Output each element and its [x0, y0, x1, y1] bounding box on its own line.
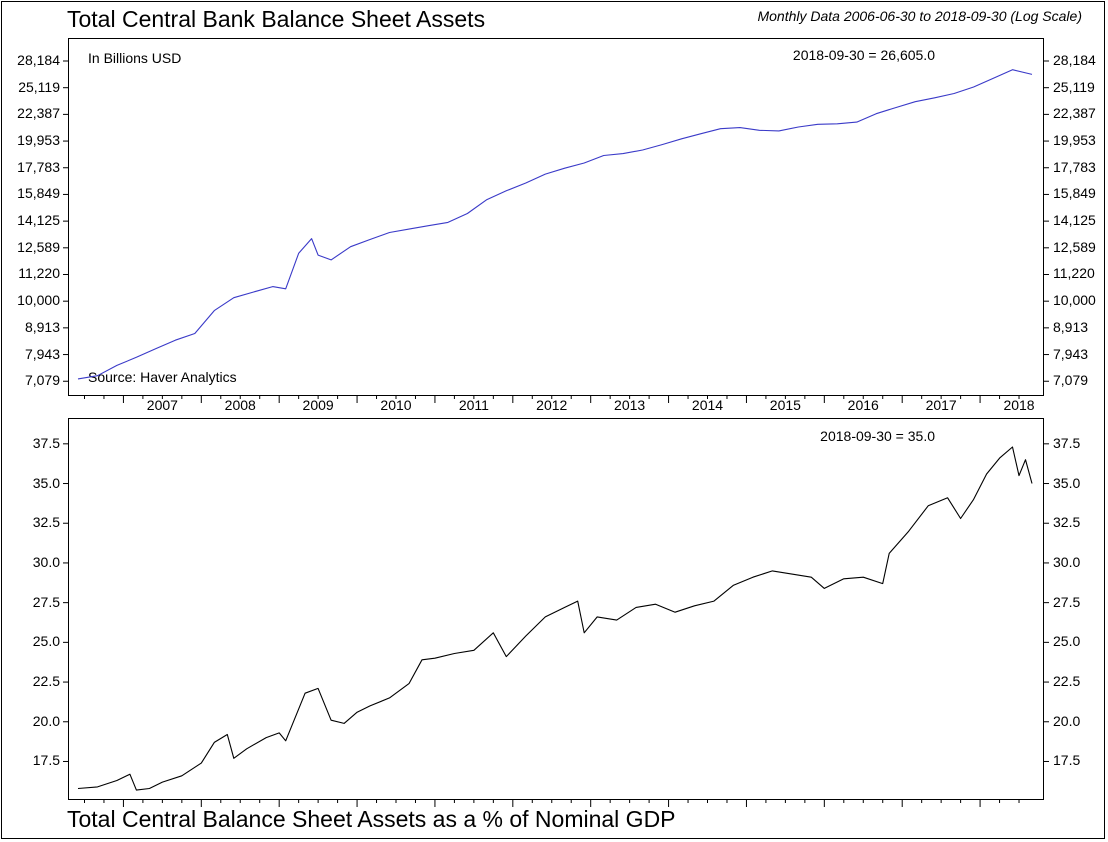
x-tick-label: 2015	[769, 397, 801, 413]
bottom-panel: 2018-09-30 = 35.0	[68, 418, 1044, 800]
y-tick-label: 15,849	[1053, 185, 1096, 202]
y-tick-label: 7,079	[1053, 372, 1089, 389]
x-tick-label: 2012	[536, 397, 568, 413]
last-value-label: 2018-09-30 = 26,605.0	[792, 47, 935, 63]
y-tick-label: 17,783	[1053, 158, 1096, 175]
y-tick-label: 11,220	[18, 265, 60, 282]
y-tick-label: 7,943	[24, 345, 60, 362]
y-tick-label: 28,184	[17, 52, 60, 68]
y-tick-label: 25,119	[1053, 78, 1095, 95]
y-tick-label: 8,913	[24, 318, 60, 335]
y-tick-label: 37.5	[1053, 434, 1081, 451]
series-line	[77, 446, 1033, 791]
y-tick-label: 32.5	[32, 514, 60, 531]
x-tick-label: 2009	[302, 397, 334, 413]
y-tick-label: 11,220	[1053, 265, 1095, 282]
y-tick-label: 25,119	[18, 78, 60, 95]
y-tick-label: 10,000	[1053, 292, 1096, 309]
y-tick-label: 22,387	[17, 105, 60, 122]
y-tick-label: 7,943	[1053, 345, 1089, 362]
x-tick-label: 2018	[1003, 397, 1035, 413]
x-tick-label: 2007	[146, 397, 178, 413]
bottom-chart-title: Total Central Balance Sheet Assets as a …	[67, 806, 676, 832]
x-tick-label: 2013	[614, 397, 646, 413]
x-tick-label: 2008	[224, 397, 256, 413]
source-label: Source: Haver Analytics	[88, 369, 237, 385]
y-tick-label: 30.0	[1053, 553, 1081, 570]
y-tick-label: 14,125	[17, 212, 60, 229]
y-tick-label: 8,913	[1053, 318, 1089, 335]
x-tick-label: 2011	[458, 397, 489, 413]
series-line	[77, 69, 1033, 380]
top-panel: In Billions USD 2018-09-30 = 26,605.0 So…	[68, 38, 1044, 396]
y-tick-label: 12,589	[1053, 238, 1096, 255]
y-tick-label: 27.5	[32, 593, 60, 610]
chart-subtitle: Monthly Data 2006-06-30 to 2018-09-30 (L…	[757, 8, 1082, 24]
x-tick-label: 2016	[847, 397, 879, 413]
y-tick-label: 15,849	[17, 185, 60, 202]
y-tick-label: 30.0	[32, 553, 60, 570]
y-tick-label: 25.0	[32, 633, 60, 650]
y-tick-label: 17.5	[32, 752, 60, 769]
y-tick-label: 19,953	[1053, 132, 1096, 149]
y-tick-label: 17,783	[17, 158, 60, 175]
y-tick-label: 17.5	[1053, 752, 1081, 769]
y-tick-label: 35.0	[1053, 474, 1081, 491]
y-tick-label: 19,953	[17, 132, 60, 149]
y-tick-label: 10,000	[17, 292, 60, 309]
y-tick-label: 25.0	[1053, 633, 1081, 650]
y-tick-label: 22.5	[32, 673, 60, 690]
chart-title: Total Central Bank Balance Sheet Assets	[67, 6, 486, 32]
last-value-label: 2018-09-30 = 35.0	[820, 428, 935, 444]
y-tick-label: 32.5	[1053, 514, 1081, 531]
y-tick-label: 7,079	[24, 372, 60, 389]
y-tick-label: 12,589	[17, 238, 60, 255]
unit-label: In Billions USD	[88, 50, 182, 66]
y-tick-label: 22.5	[1053, 673, 1081, 690]
y-tick-label: 20.0	[1053, 712, 1081, 729]
y-tick-label: 28,184	[1053, 52, 1096, 68]
y-tick-label: 37.5	[32, 434, 60, 451]
y-tick-label: 27.5	[1053, 593, 1081, 610]
y-tick-label: 22,387	[1053, 105, 1096, 122]
y-tick-label: 14,125	[1053, 212, 1096, 229]
x-tick-label: 2017	[925, 397, 957, 413]
y-tick-label: 35.0	[32, 474, 60, 491]
x-tick-label: 2010	[380, 397, 412, 413]
x-tick-label: 2014	[691, 397, 724, 413]
y-tick-label: 20.0	[32, 712, 60, 729]
